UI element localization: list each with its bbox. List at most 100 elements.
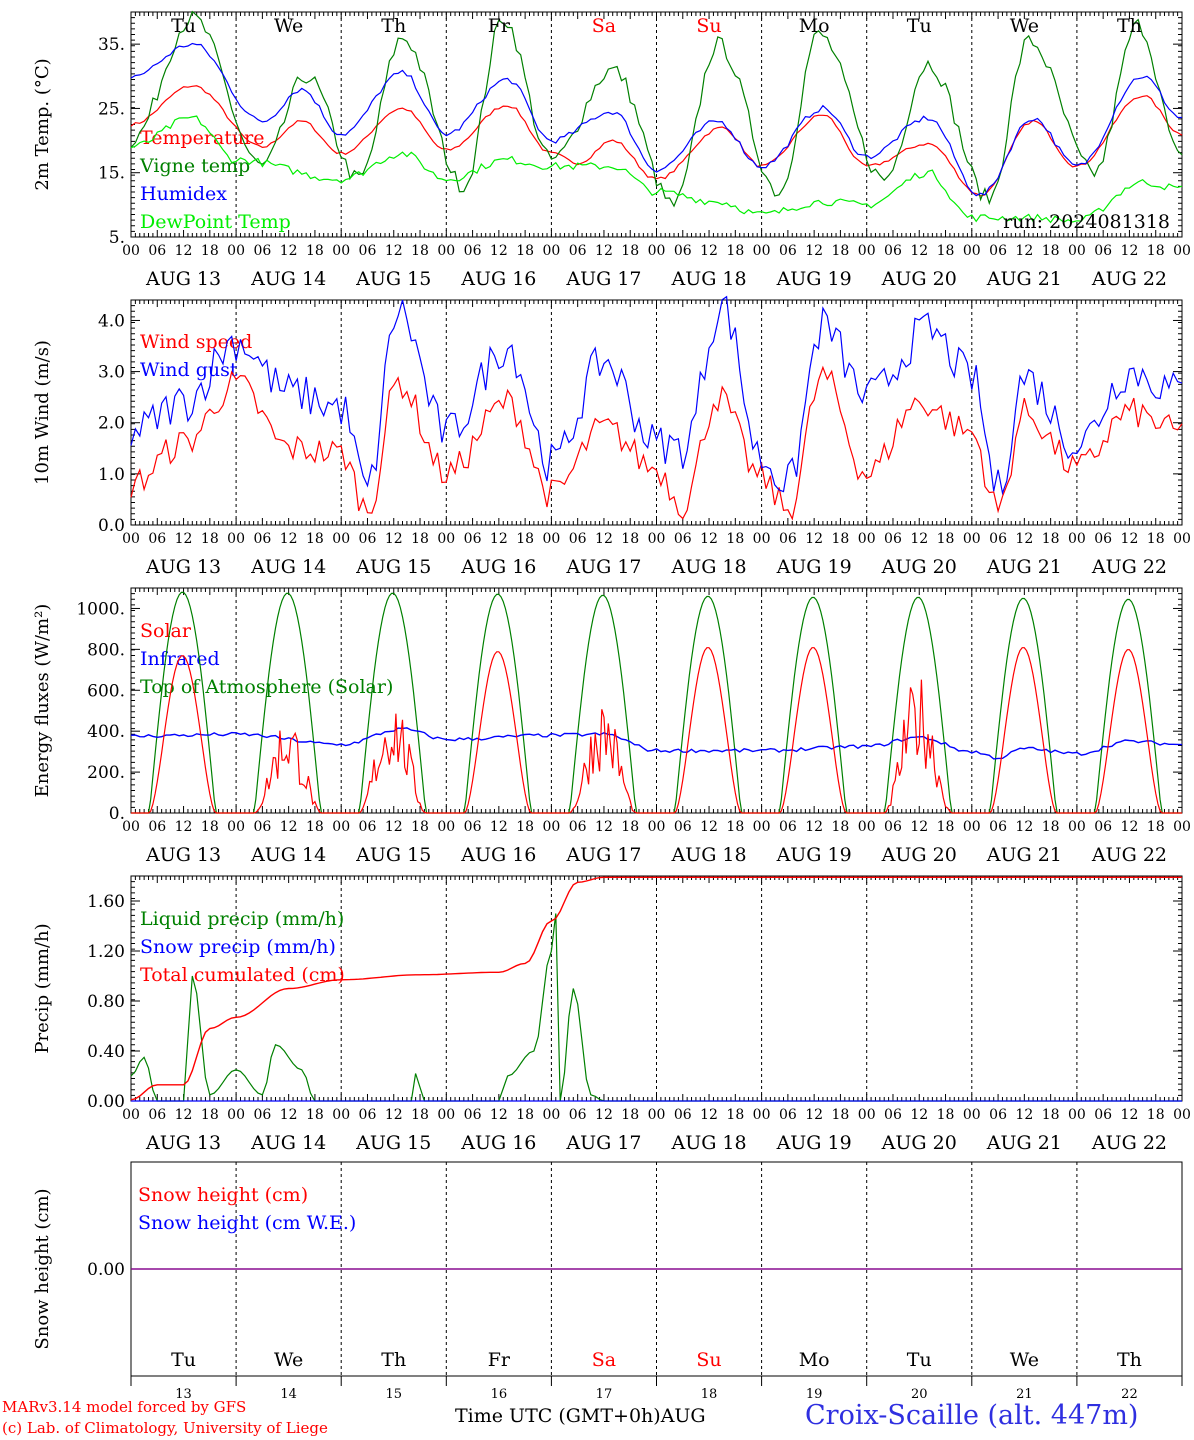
hour-label: 12 (700, 1107, 718, 1123)
date-label: AUG 18 (670, 556, 746, 578)
hour-label: 18 (201, 531, 219, 547)
hour-label: 00 (858, 243, 876, 259)
hour-label: 00 (1173, 243, 1191, 259)
hour-label: 00 (332, 1107, 350, 1123)
date-label: AUG 15 (355, 268, 431, 290)
day-name: Tu (171, 15, 196, 37)
hour-label: 18 (411, 1107, 429, 1123)
day-name: Th (381, 15, 406, 37)
y-tick-label: 1.20 (87, 942, 125, 962)
hour-label: 18 (726, 531, 744, 547)
hour-label: 06 (359, 1107, 377, 1123)
hour-label: 18 (621, 243, 639, 259)
series-line (130, 295, 1183, 496)
hour-label: 00 (332, 819, 350, 835)
date-label: AUG 13 (145, 844, 221, 866)
date-label: AUG 16 (460, 268, 536, 290)
hour-label: 00 (437, 1107, 455, 1123)
hour-label: 18 (411, 243, 429, 259)
hour-label: 12 (595, 243, 613, 259)
legend-entry: DewPoint Temp (140, 211, 291, 233)
hour-label: 18 (621, 531, 639, 547)
hour-label: 06 (253, 531, 271, 547)
hour-label: 06 (779, 1107, 797, 1123)
hour-label: 18 (1042, 531, 1060, 547)
hour-label: 18 (516, 531, 534, 547)
date-label: AUG 22 (1091, 268, 1167, 290)
hour-label: 00 (648, 819, 666, 835)
hour-label: 00 (542, 531, 560, 547)
hour-label: 12 (805, 1107, 823, 1123)
legend-entry: Wind speed (140, 331, 252, 353)
hour-label: 18 (201, 819, 219, 835)
hour-label: 18 (832, 531, 850, 547)
day-name: We (274, 1349, 303, 1371)
hour-label: 18 (411, 531, 429, 547)
hour-label: 06 (464, 531, 482, 547)
date-label: AUG 21 (986, 1132, 1062, 1154)
hour-label: 00 (1173, 819, 1191, 835)
date-label: AUG 22 (1091, 556, 1167, 578)
legend-entry: Snow height (cm) (138, 1184, 308, 1206)
hour-label: 12 (385, 243, 403, 259)
hour-label: 12 (280, 243, 298, 259)
hour-label: 12 (1121, 531, 1139, 547)
day-name: We (1010, 15, 1039, 37)
hour-label: 12 (595, 531, 613, 547)
hour-label: 18 (621, 1107, 639, 1123)
day-name: Th (1117, 15, 1142, 37)
legend-entry: Solar (140, 620, 192, 642)
hour-label: 00 (648, 1107, 666, 1123)
date-label: AUG 20 (881, 268, 957, 290)
hour-label: 00 (963, 819, 981, 835)
date-label: AUG 13 (145, 1132, 221, 1154)
hour-label: 12 (385, 819, 403, 835)
hour-label: 18 (1042, 819, 1060, 835)
hour-label: 18 (726, 1107, 744, 1123)
hour-label: 12 (805, 819, 823, 835)
hour-label: 00 (648, 243, 666, 259)
hour-label: 06 (359, 531, 377, 547)
hour-label: 12 (175, 1107, 193, 1123)
date-label: AUG 17 (565, 556, 641, 578)
hour-label: 00 (858, 819, 876, 835)
y-tick-label: 5. (109, 228, 125, 248)
hour-label: 00 (858, 531, 876, 547)
hour-label: 00 (963, 243, 981, 259)
hour-label: 06 (989, 1107, 1007, 1123)
series-line (130, 10, 1183, 208)
station-name: Croix-Scaille (alt. 447m) (805, 1400, 1139, 1431)
day-name: Fr (488, 1349, 511, 1371)
hour-label: 06 (359, 819, 377, 835)
hour-label: 06 (359, 243, 377, 259)
hour-label: 18 (937, 531, 955, 547)
hour-label: 18 (621, 819, 639, 835)
hour-label: 12 (385, 531, 403, 547)
y-tick-label: 0.00 (87, 1260, 125, 1280)
hour-label: 00 (1068, 819, 1086, 835)
date-label: AUG 14 (250, 1132, 326, 1154)
day-name: Sa (592, 15, 616, 37)
hour-label: 12 (1015, 531, 1033, 547)
hour-label: 06 (674, 531, 692, 547)
hour-label: 12 (805, 531, 823, 547)
panel-4: 0.00 0.40 0.80 1.20 1.60 Precip (mm/h) Liquid … (32, 875, 1191, 1154)
date-label: AUG 20 (881, 556, 957, 578)
day-name: Mo (799, 1349, 830, 1371)
hour-label: 00 (648, 531, 666, 547)
hour-label: 06 (1094, 1107, 1112, 1123)
hour-label: 12 (1015, 819, 1033, 835)
day-number: 18 (701, 1387, 718, 1402)
date-label: AUG 21 (986, 844, 1062, 866)
hour-label: 00 (227, 1107, 245, 1123)
hour-label: 18 (516, 243, 534, 259)
hour-label: 18 (1042, 1107, 1060, 1123)
date-label: AUG 17 (565, 844, 641, 866)
hour-label: 12 (280, 1107, 298, 1123)
hour-label: 00 (332, 243, 350, 259)
hour-label: 18 (726, 243, 744, 259)
hour-label: 06 (148, 243, 166, 259)
y-axis-label: 10m Wind (m/s) (32, 340, 53, 485)
hour-label: 00 (332, 531, 350, 547)
hour-label: 06 (569, 1107, 587, 1123)
